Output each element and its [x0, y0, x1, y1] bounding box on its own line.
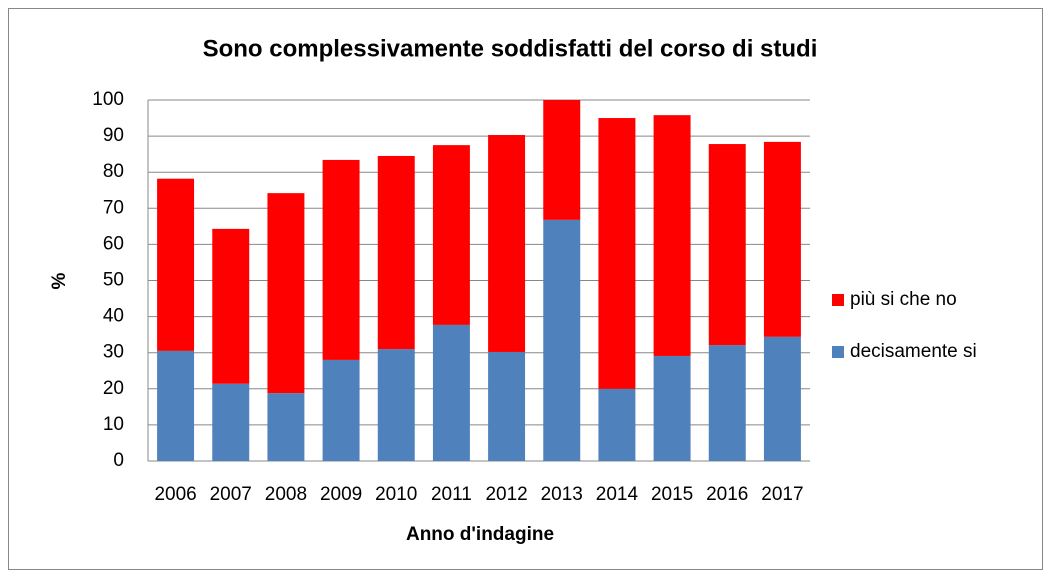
y-tick-label: 10 [103, 414, 124, 435]
bar-segment [157, 350, 195, 461]
x-tick-label: 2015 [651, 484, 693, 505]
y-tick-label: 30 [103, 342, 124, 363]
bar-segment [488, 135, 526, 352]
bar-segment [598, 388, 636, 461]
bar-segment [267, 393, 305, 461]
bar-segment [377, 349, 415, 461]
bar-segment [267, 193, 305, 394]
bar-segment [322, 359, 360, 461]
y-axis-title: % [49, 272, 70, 289]
bar-segment [763, 336, 801, 461]
bar-segment [543, 100, 581, 220]
bar-segment [708, 345, 746, 461]
x-tick-label: 2011 [431, 484, 472, 505]
bar-segment [708, 144, 746, 346]
x-tick-label: 2014 [596, 484, 639, 505]
legend-swatch [832, 346, 844, 358]
legend-label: decisamente si [850, 341, 977, 362]
x-tick-label: 2009 [320, 484, 362, 505]
legend-swatch [832, 294, 844, 306]
x-tick-label: 2017 [761, 484, 803, 505]
y-tick-label: 70 [103, 197, 124, 218]
bar-segment [763, 141, 801, 337]
y-tick-label: 90 [103, 125, 124, 146]
bar-segment [598, 118, 636, 389]
y-tick-label: 20 [103, 378, 124, 399]
bar-segment [432, 145, 470, 325]
y-tick-label: 50 [103, 270, 124, 291]
x-tick-label: 2013 [541, 484, 583, 505]
bar-segment [432, 324, 470, 461]
x-tick-label: 2012 [485, 484, 527, 505]
y-tick-label: 80 [103, 161, 124, 182]
bar-segment [157, 178, 195, 351]
bar-segment [488, 351, 526, 461]
x-tick-label: 2016 [706, 484, 748, 505]
bar-segment [322, 159, 360, 360]
bar-segment [212, 383, 250, 461]
legend-label: più si che no [850, 289, 957, 310]
bar-segment [543, 219, 581, 461]
x-tick-label: 2007 [210, 484, 252, 505]
y-tick-label: 40 [103, 306, 124, 327]
bar-segment [653, 355, 691, 461]
chart-title: Sono complessivamente soddisfatti del co… [203, 35, 818, 62]
bar-segment [653, 115, 691, 356]
y-tick-label: 100 [92, 89, 124, 110]
x-tick-label: 2010 [375, 484, 417, 505]
x-tick-label: 2006 [154, 484, 196, 505]
y-tick-label: 0 [113, 450, 124, 471]
bar-segment [377, 155, 415, 350]
y-tick-label: 60 [103, 233, 124, 254]
x-axis-title: Anno d'indagine [406, 524, 554, 545]
bar-segment [212, 228, 250, 384]
x-tick-label: 2008 [265, 484, 307, 505]
